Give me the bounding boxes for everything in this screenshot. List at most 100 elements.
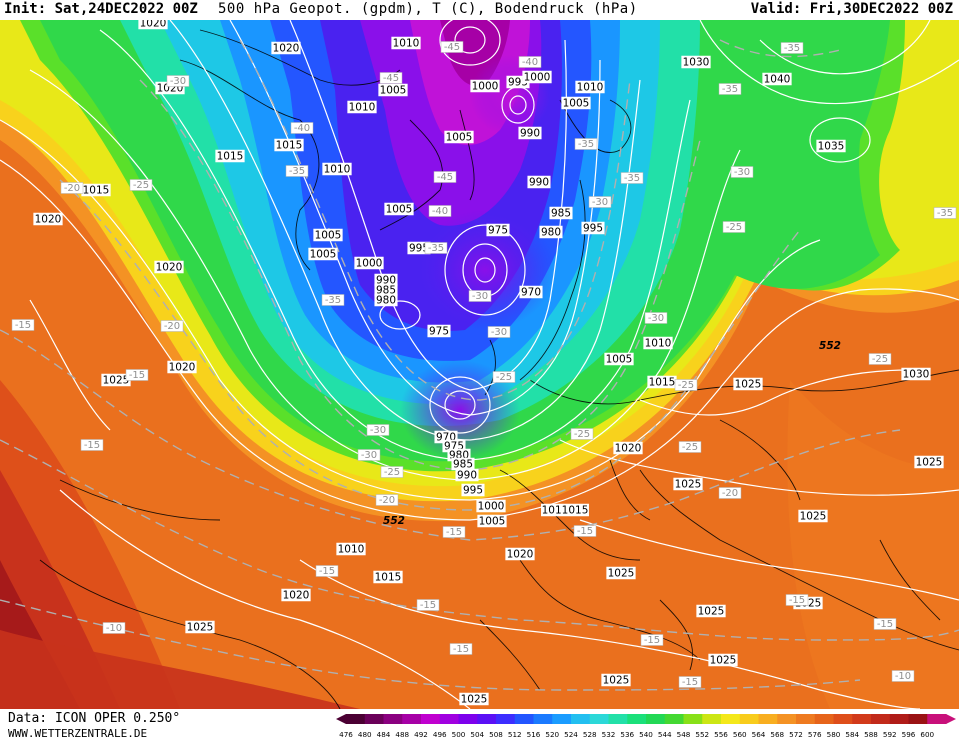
svg-text:-15: -15 <box>446 527 462 538</box>
temperature-label: -15 <box>573 525 597 537</box>
svg-text:-30: -30 <box>170 76 186 87</box>
svg-text:-10: -10 <box>106 623 122 634</box>
pressure-label: 1000 <box>476 499 506 513</box>
pressure-label: 1015 <box>81 183 111 197</box>
temperature-label: -15 <box>315 565 339 577</box>
geopotential-label-layer: 552 552 <box>383 340 841 527</box>
svg-text:1015: 1015 <box>217 151 244 163</box>
pressure-label: 1025 <box>459 692 489 706</box>
weather-map: 1020 1020 1010 1020 1005 1000 995 1000 1010 1030 1… <box>0 20 959 709</box>
legend-value: 540 <box>639 730 653 739</box>
legend-value: 536 <box>620 730 634 739</box>
temperature-label: -20 <box>718 487 742 499</box>
temperature-label: -20 <box>160 320 184 332</box>
svg-text:1010: 1010 <box>324 164 351 176</box>
svg-text:970: 970 <box>521 287 541 299</box>
pressure-label: 1005 <box>313 228 343 242</box>
svg-text:-15: -15 <box>789 595 805 606</box>
svg-text:1025: 1025 <box>608 568 635 580</box>
svg-text:-25: -25 <box>496 372 512 383</box>
legend-value: 564 <box>752 730 766 739</box>
svg-text:1040: 1040 <box>764 74 791 86</box>
svg-text:990: 990 <box>457 470 477 482</box>
svg-text:1025: 1025 <box>187 622 214 634</box>
svg-text:-30: -30 <box>648 313 664 324</box>
pressure-label: 970 <box>519 285 543 299</box>
temperature-label: -45 <box>440 41 464 53</box>
legend-swatch <box>402 714 422 724</box>
map-footer: Data: ICON OPER 0.250° WWW.WETTERZENTRAL… <box>0 709 959 741</box>
legend-swatch <box>589 714 609 724</box>
svg-text:-20: -20 <box>64 183 80 194</box>
svg-text:-15: -15 <box>84 440 100 451</box>
pressure-label: 1005 <box>604 352 634 366</box>
pressure-label: 995 <box>581 221 605 235</box>
svg-text:995: 995 <box>463 485 483 497</box>
map-title: 500 hPa Geopot. (gpdm), T (C), Bodendruc… <box>218 1 638 17</box>
legend-value: 580 <box>827 730 841 739</box>
pressure-label: 980 <box>539 225 563 239</box>
legend-swatch <box>796 714 816 724</box>
legend-swatch <box>852 714 872 724</box>
svg-text:1035: 1035 <box>818 141 845 153</box>
legend-value: 600 <box>920 730 934 739</box>
pressure-label: 1010 <box>336 542 366 556</box>
svg-text:1025: 1025 <box>710 655 737 667</box>
svg-text:985: 985 <box>551 208 571 220</box>
legend-value: 596 <box>902 730 916 739</box>
pressure-label: 990 <box>455 468 479 482</box>
pressure-label: 980 <box>374 293 398 307</box>
svg-text:-30: -30 <box>592 197 608 208</box>
svg-text:1020: 1020 <box>507 549 534 561</box>
pressure-label: 1010 <box>347 100 377 114</box>
pressure-label: 1025 <box>798 509 828 523</box>
pressure-label: 995 <box>461 483 485 497</box>
temperature-label: -30 <box>730 166 754 178</box>
svg-text:990: 990 <box>529 177 549 189</box>
temperature-label: -15 <box>449 643 473 655</box>
svg-text:1020: 1020 <box>140 20 167 30</box>
temperature-label: -25 <box>674 379 698 391</box>
svg-text:995: 995 <box>583 223 603 235</box>
legend-value: 492 <box>414 730 428 739</box>
legend-value: 488 <box>395 730 409 739</box>
svg-text:-35: -35 <box>428 243 444 254</box>
pressure-label: 1025 <box>696 604 726 618</box>
legend-value: 556 <box>714 730 728 739</box>
temperature-label: -20 <box>60 182 84 194</box>
legend-value: 560 <box>733 730 747 739</box>
svg-text:-15: -15 <box>15 320 31 331</box>
svg-text:-20: -20 <box>379 495 395 506</box>
svg-text:-35: -35 <box>722 84 738 95</box>
legend-value: 572 <box>789 730 803 739</box>
svg-text:-35: -35 <box>325 295 341 306</box>
svg-text:1015: 1015 <box>649 377 676 389</box>
pressure-label: 1015 <box>274 138 304 152</box>
temperature-label: -30 <box>166 75 190 87</box>
legend-swatch <box>477 714 497 724</box>
init-time-label: Init: Sat,24DEC2022 00Z <box>4 1 198 17</box>
svg-text:-15: -15 <box>644 635 660 646</box>
svg-text:1025: 1025 <box>603 675 630 687</box>
svg-text:-20: -20 <box>164 321 180 332</box>
pressure-label: 1010 <box>322 162 352 176</box>
pressure-label: 975 <box>427 324 451 338</box>
svg-text:1000: 1000 <box>356 258 383 270</box>
svg-text:1025: 1025 <box>800 511 827 523</box>
svg-text:1025: 1025 <box>103 375 130 387</box>
svg-text:-20: -20 <box>722 488 738 499</box>
temperature-label: -15 <box>125 369 149 381</box>
legend-value: 592 <box>883 730 897 739</box>
legend-swatch <box>533 714 553 724</box>
svg-text:-15: -15 <box>420 600 436 611</box>
pressure-label: 1005 <box>561 96 591 110</box>
svg-text:1010: 1010 <box>349 102 376 114</box>
temperature-label: -25 <box>492 371 516 383</box>
legend-swatch <box>364 714 384 724</box>
temperature-label: -45 <box>379 72 403 84</box>
svg-text:990: 990 <box>376 275 396 287</box>
legend-swatch <box>833 714 853 724</box>
legend-swatch <box>646 714 666 724</box>
svg-text:-30: -30 <box>361 450 377 461</box>
svg-text:1025: 1025 <box>735 379 762 391</box>
